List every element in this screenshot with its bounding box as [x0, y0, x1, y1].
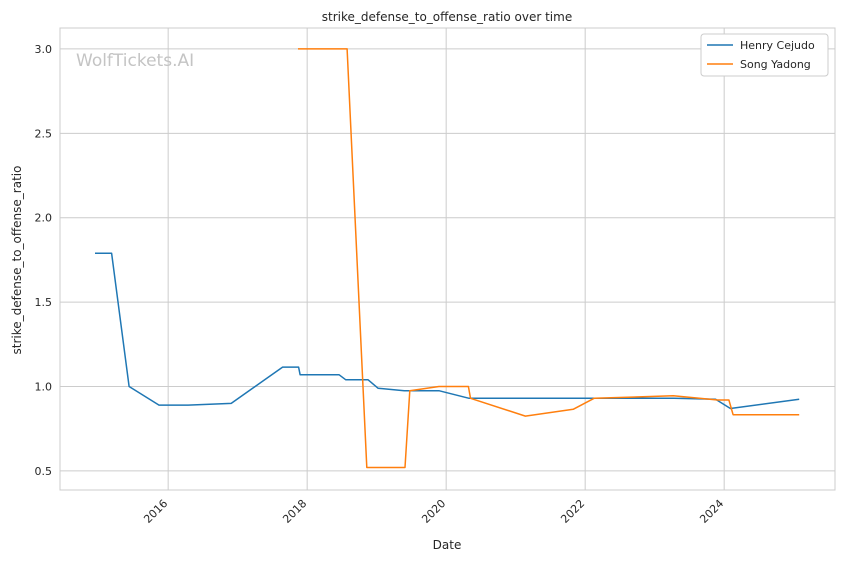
ticks: 2016 2018 2020 2022 2024 0.5 1.0 1.5 2.0 2.5 3.0	[35, 43, 727, 526]
series-line-henry-cejudo	[95, 252, 800, 410]
x-axis-label: Date	[433, 538, 462, 552]
x-tick-label: 2024	[697, 497, 726, 526]
y-tick-label: 0.5	[35, 465, 53, 478]
series-line-song-yadong	[298, 48, 800, 469]
y-tick-label: 1.5	[35, 296, 53, 309]
x-tick-label: 2016	[141, 497, 170, 526]
watermark: WolfTickets.AI	[76, 51, 194, 71]
grid	[60, 28, 835, 490]
legend-label-song: Song Yadong	[740, 58, 811, 71]
series-lines	[95, 48, 800, 469]
chart-title: strike_defense_to_offense_ratio over tim…	[322, 10, 572, 24]
y-tick-label: 2.0	[35, 212, 53, 225]
x-tick-label: 2020	[419, 497, 448, 526]
x-tick-label: 2022	[558, 497, 587, 526]
y-tick-label: 1.0	[35, 381, 53, 394]
plot-area	[59, 27, 836, 491]
y-axis-label: strike_defense_to_offense_ratio	[10, 166, 24, 355]
legend: Henry Cejudo Song Yadong	[700, 33, 829, 77]
x-tick-label: 2018	[280, 497, 309, 526]
y-tick-label: 3.0	[35, 43, 53, 56]
y-tick-label: 2.5	[35, 127, 53, 140]
legend-label-henry: Henry Cejudo	[740, 39, 815, 52]
